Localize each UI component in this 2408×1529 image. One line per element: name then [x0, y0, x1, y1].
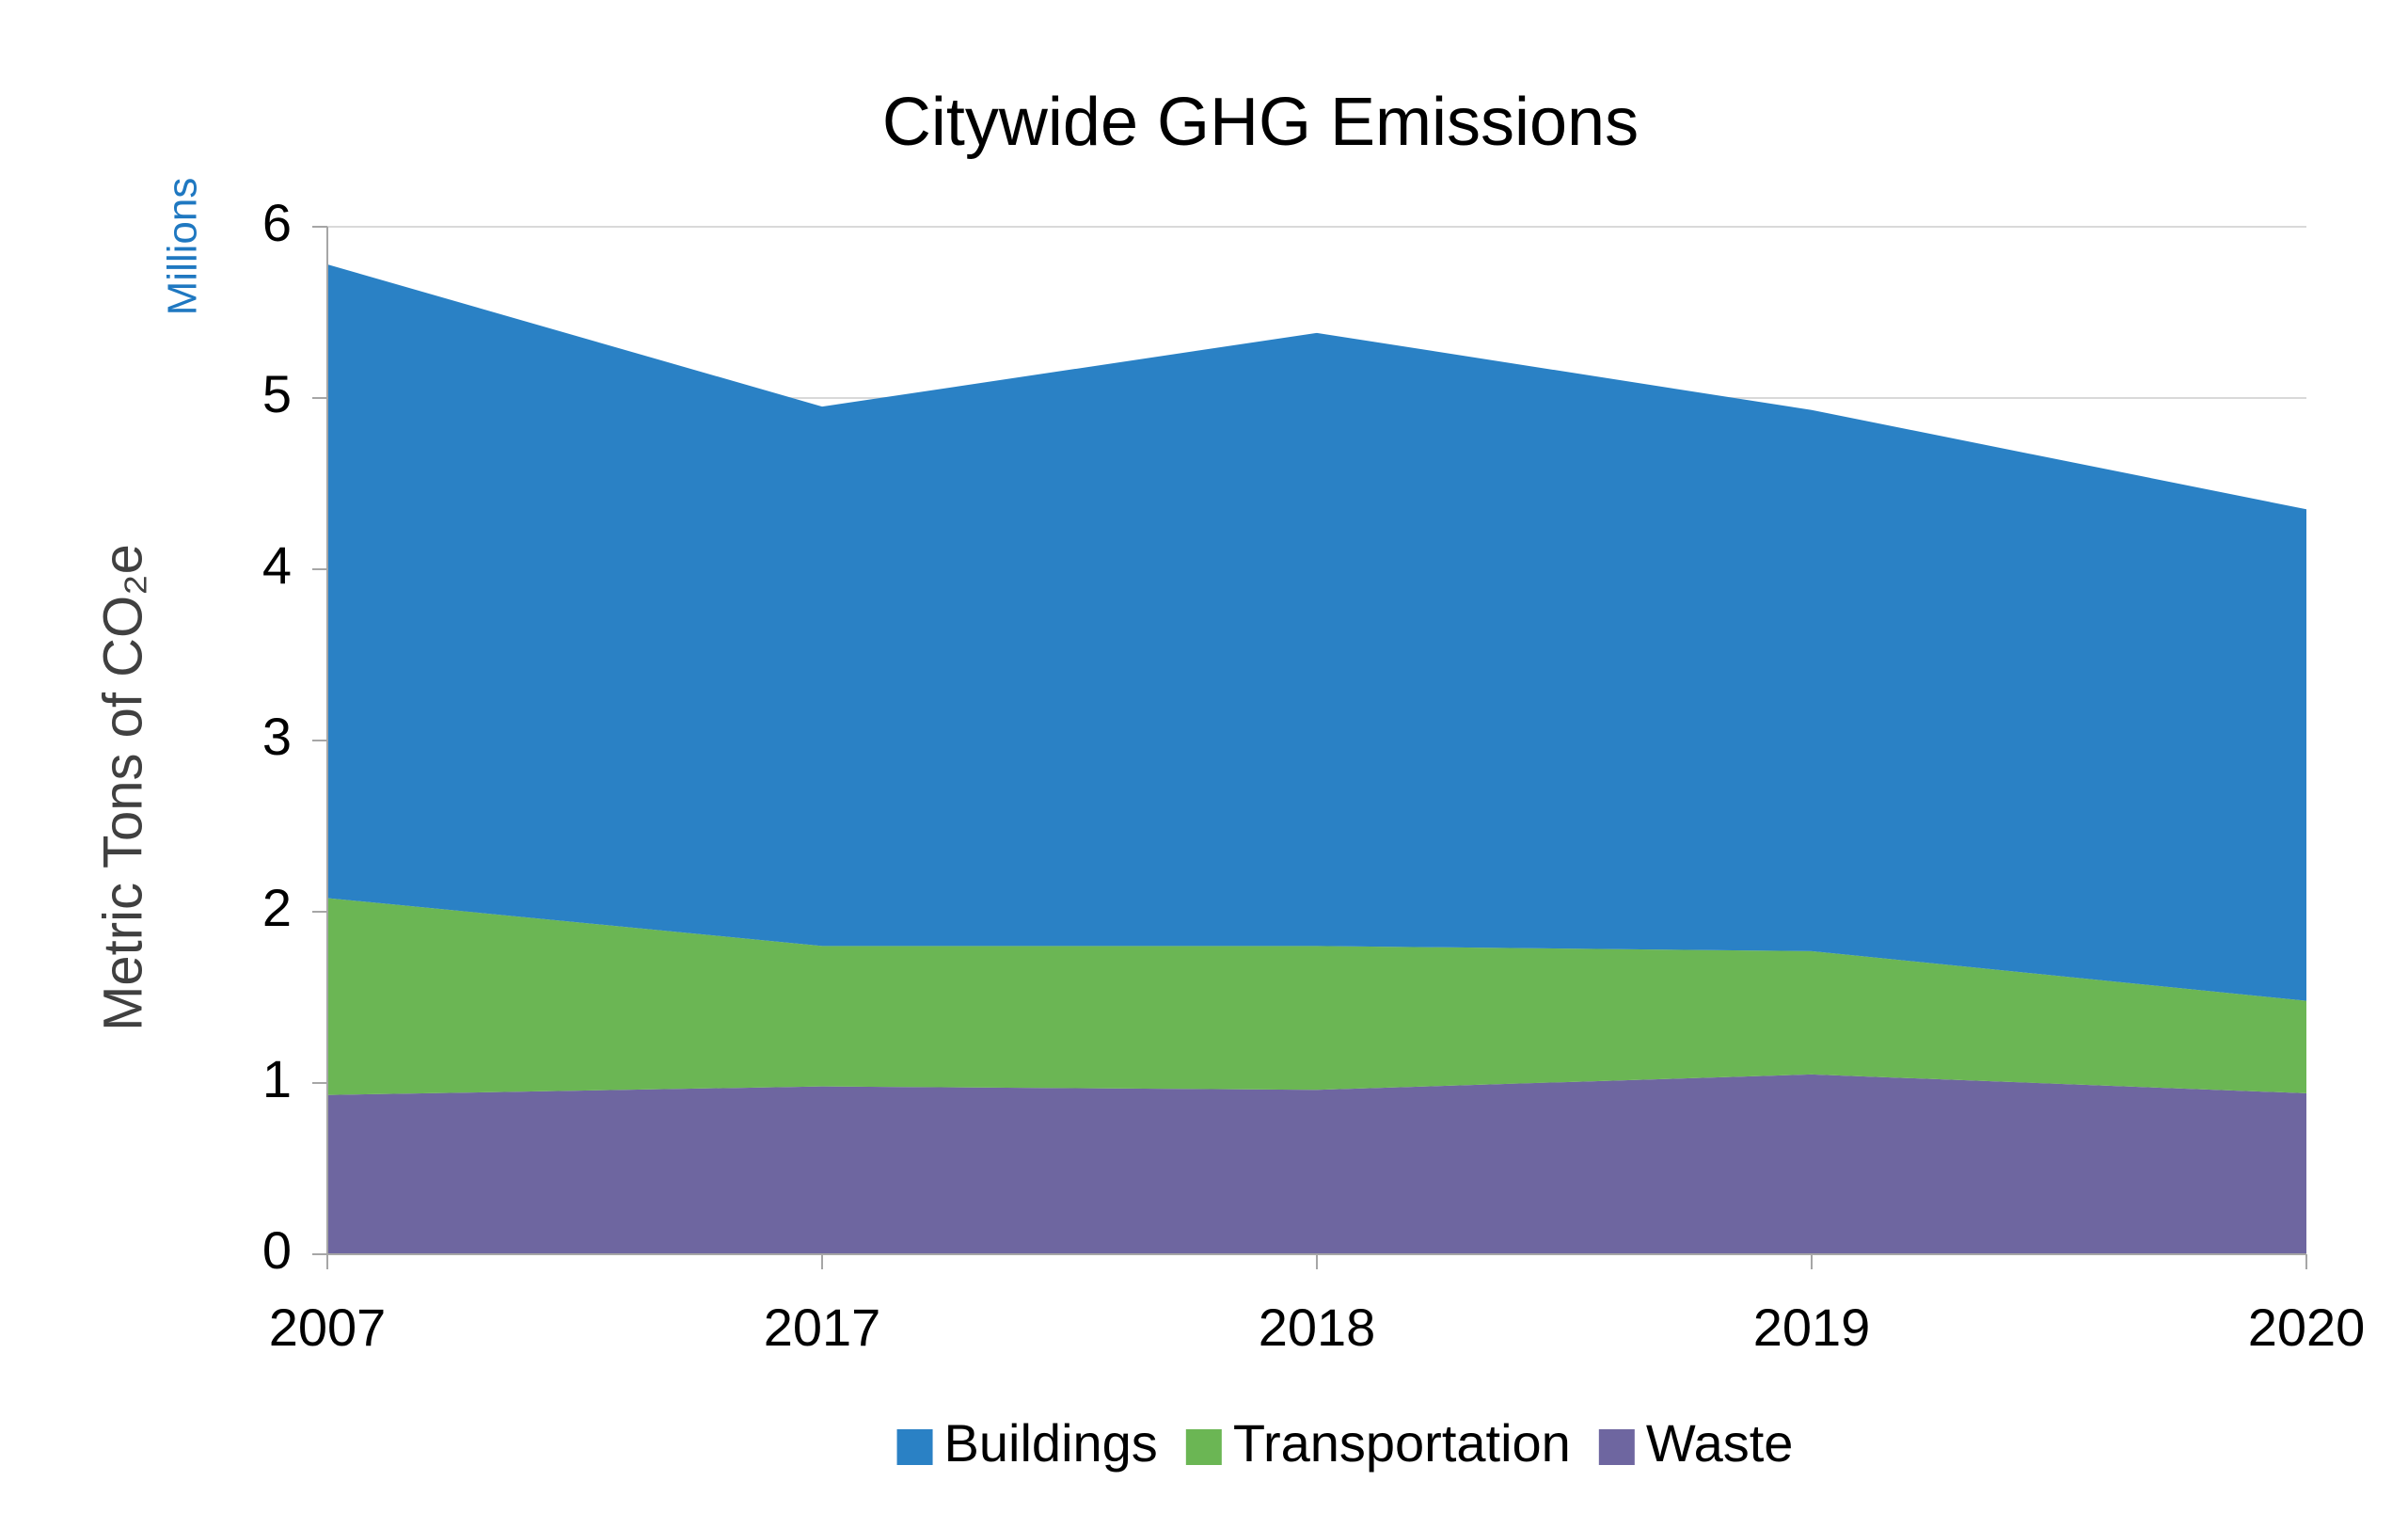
y-tick-label: 6: [262, 193, 292, 252]
legend-label: Transportation: [1233, 1413, 1571, 1473]
x-tick-label: 2020: [2248, 1298, 2366, 1357]
y-unit-label: Millions: [160, 178, 206, 316]
y-tick-label: 1: [262, 1049, 292, 1108]
legend-label: Waste: [1646, 1413, 1794, 1473]
area: [327, 264, 2306, 1001]
chart-title: Citywide GHG Emissions: [882, 85, 1639, 160]
legend-swatch: [1598, 1429, 1635, 1465]
x-tick-label: 2019: [1753, 1298, 1871, 1357]
y-tick-label: 0: [262, 1220, 292, 1280]
y-axis-label: Metric Tons of CO₂e: [92, 544, 153, 1031]
legend: Buildings Transportation Waste: [896, 1413, 1794, 1473]
y-tick-label: 4: [262, 535, 292, 595]
area: [327, 898, 2306, 1095]
y-tick-label: 5: [262, 364, 292, 423]
legend-swatch: [896, 1429, 933, 1465]
legend-swatch: [1185, 1429, 1222, 1465]
legend-label: Buildings: [944, 1413, 1158, 1473]
y-tick-label: 3: [262, 707, 292, 766]
x-tick-label: 2017: [764, 1298, 881, 1357]
x-tick-label: 2007: [269, 1298, 387, 1357]
area: [327, 1074, 2306, 1254]
x-tick-label: 2018: [1259, 1298, 1376, 1357]
y-tick-label: 2: [262, 878, 292, 937]
